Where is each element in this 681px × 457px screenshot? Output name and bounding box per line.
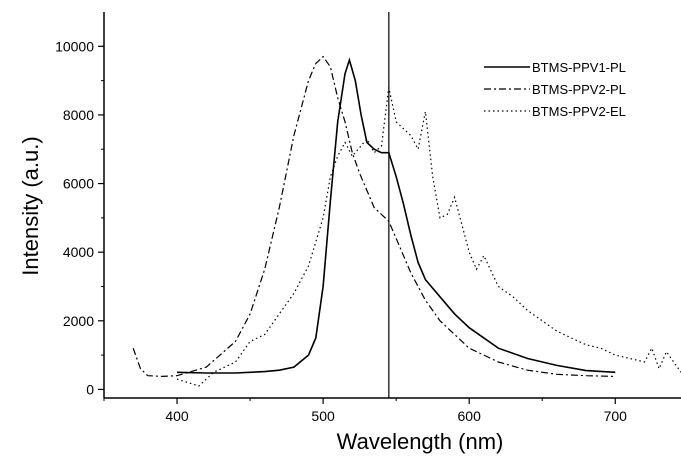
y-tick-label: 8000 xyxy=(63,107,94,123)
legend-label-2: BTMS-PPV2-PL xyxy=(532,82,626,97)
x-tick-label: 600 xyxy=(458,408,482,424)
y-tick-label: 6000 xyxy=(63,176,94,192)
y-axis-title: Intensity (a.u.) xyxy=(18,136,43,275)
series-line-2 xyxy=(132,55,616,378)
y-tick-label: 4000 xyxy=(63,244,94,260)
legend: BTMS-PPV1-PL BTMS-PPV2-PL BTMS-PPV2-EL xyxy=(484,60,626,119)
axes: 0 2000 4000 6000 8000 10000 400 500 600 700 xyxy=(55,12,681,424)
y-tick-label: 2000 xyxy=(63,313,94,329)
x-axis-title: Wavelength (nm) xyxy=(337,429,504,454)
legend-label-3: BTMS-PPV2-EL xyxy=(532,104,626,119)
series-line-3 xyxy=(176,87,681,387)
plot-area xyxy=(132,12,681,398)
y-tick-label: 10000 xyxy=(55,38,94,54)
legend-label-1: BTMS-PPV1-PL xyxy=(532,60,626,75)
x-tick-label: 700 xyxy=(604,408,628,424)
x-tick-label: 400 xyxy=(165,408,189,424)
y-tick-label: 0 xyxy=(86,381,94,397)
x-tick-label: 500 xyxy=(311,408,335,424)
